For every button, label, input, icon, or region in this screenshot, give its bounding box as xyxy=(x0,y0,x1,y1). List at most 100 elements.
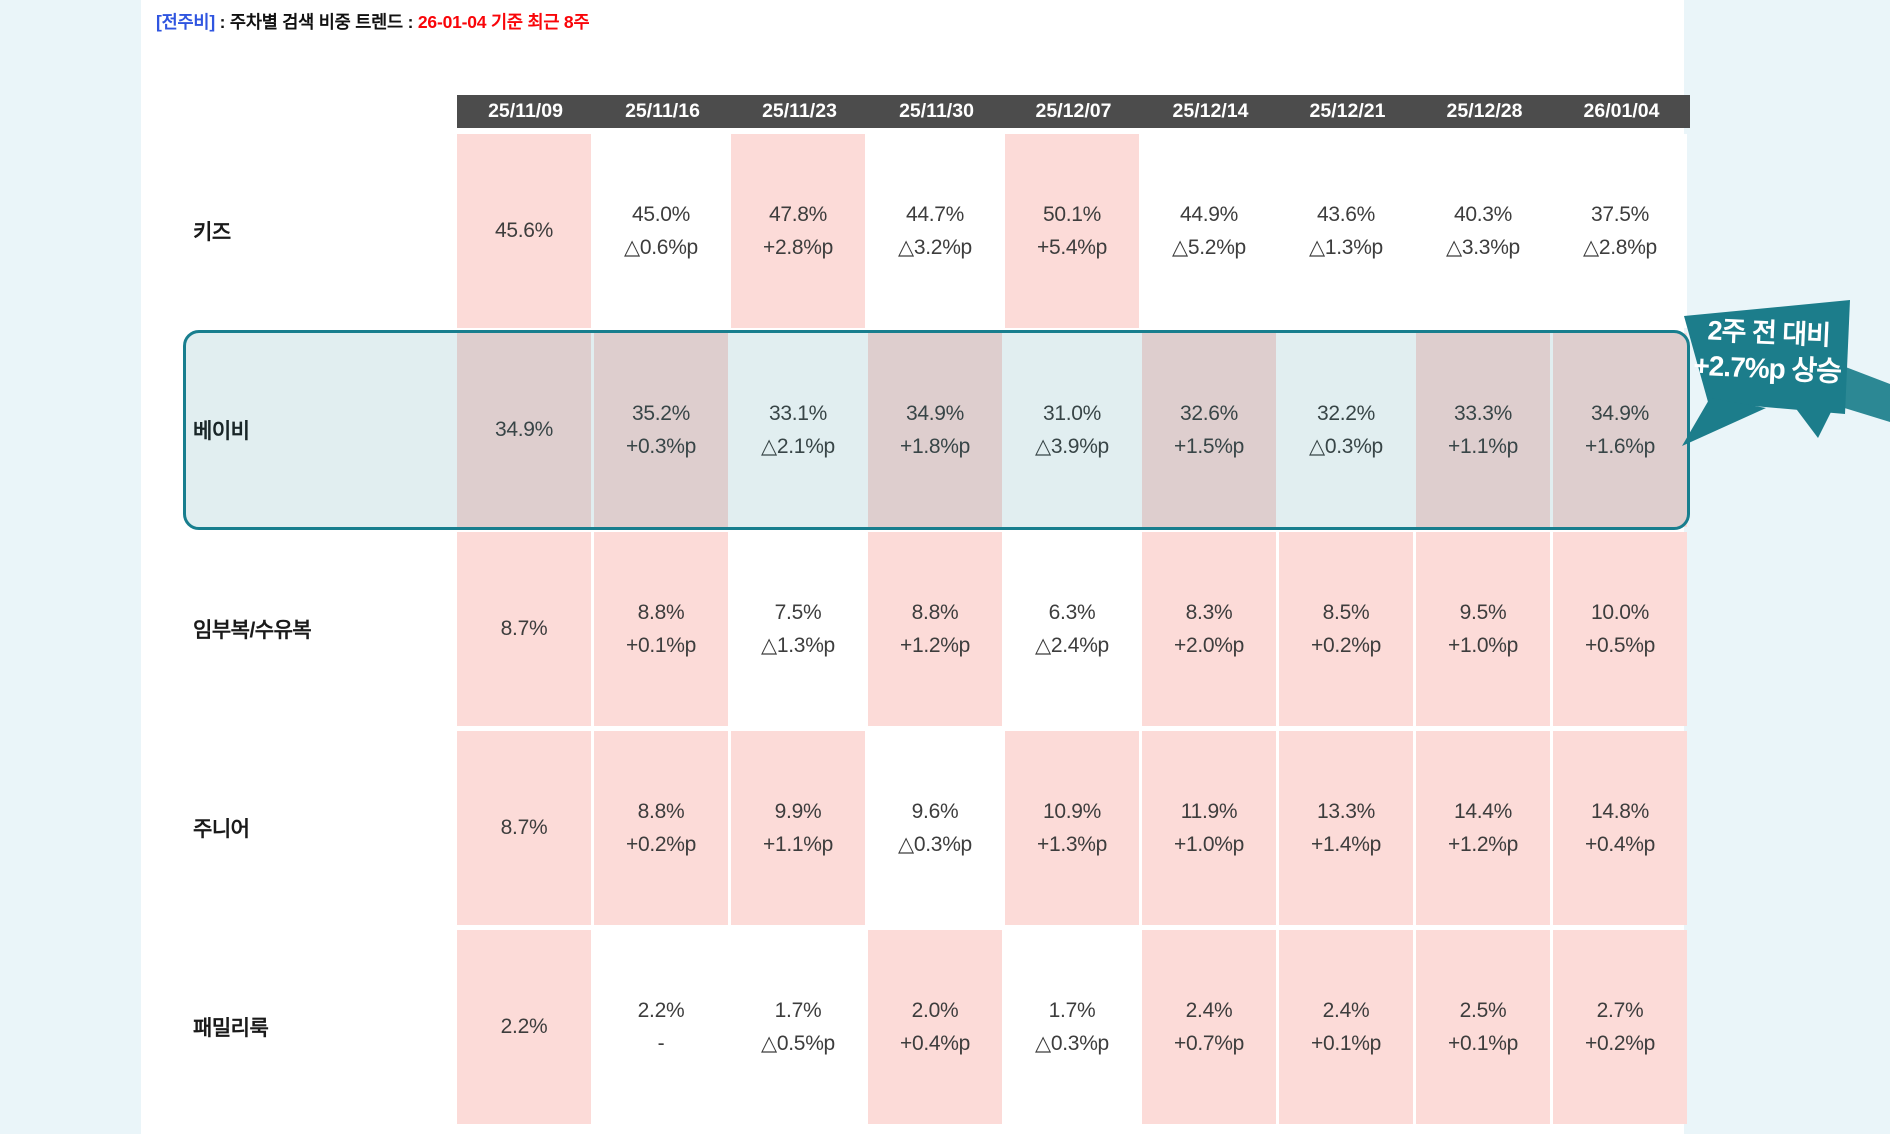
cell-value: 7.5% xyxy=(774,600,822,624)
data-cell: 35.2% +0.3%p xyxy=(594,333,728,527)
cell-value: 34.9% xyxy=(1590,401,1650,425)
data-cell: 47.8% +2.8%p xyxy=(731,134,865,328)
cell-delta: +1.0%p xyxy=(1447,634,1518,657)
cell-delta: △2.4%p xyxy=(1035,634,1109,657)
cell-value: 9.6% xyxy=(911,799,959,823)
row-label: 임부복/수유복 xyxy=(193,619,312,642)
cell-value: 8.7% xyxy=(500,816,548,840)
cell-delta: +0.1%p xyxy=(1310,1032,1381,1055)
callout-line2: +2.7%p 상승 xyxy=(1692,349,1842,388)
cell-value: 31.0% xyxy=(1042,401,1102,425)
data-cell: 45.6% xyxy=(457,134,591,328)
cell-delta: +0.4%p xyxy=(899,1032,970,1055)
cell-value: 6.3% xyxy=(1048,600,1096,624)
column-header: 25/11/23 xyxy=(762,100,837,122)
table-row: 베이비 34.9% 35.2% +0.3%p 33.1% △2.1%p 34.9% +1.8%… xyxy=(141,330,1690,530)
cell-delta: +1.4%p xyxy=(1310,833,1381,856)
cell-value: 2.5% xyxy=(1459,998,1507,1022)
cell-delta: △5.2%p xyxy=(1172,236,1246,259)
column-header: 25/11/30 xyxy=(899,100,974,122)
cell-value: 8.8% xyxy=(637,600,685,624)
cell-delta: △3.2%p xyxy=(898,236,972,259)
cell-delta: +1.6%p xyxy=(1584,435,1655,458)
cell-delta: △1.3%p xyxy=(1309,236,1383,259)
cell-delta: +1.0%p xyxy=(1173,833,1244,856)
data-cell: 8.8% +0.2%p xyxy=(594,731,728,925)
data-cell: 8.5% +0.2%p xyxy=(1279,532,1413,726)
cell-value: 13.3% xyxy=(1316,799,1376,823)
cell-delta: +0.1%p xyxy=(1447,1032,1518,1055)
cell-delta: △0.5%p xyxy=(761,1032,835,1055)
data-cell: 40.3% △3.3%p xyxy=(1416,134,1550,328)
cell-value: 32.6% xyxy=(1179,401,1239,425)
data-cell: 8.7% xyxy=(457,731,591,925)
cell-value: 35.2% xyxy=(631,401,691,425)
cell-value: 1.7% xyxy=(774,998,822,1022)
data-cell: 50.1% +5.4%p xyxy=(1005,134,1139,328)
cell-delta: △2.8%p xyxy=(1583,236,1657,259)
cell-value: 40.3% xyxy=(1453,202,1513,226)
data-cell: 44.9% △5.2%p xyxy=(1142,134,1276,328)
data-cell: 2.2% xyxy=(457,930,591,1124)
row-label: 주니어 xyxy=(193,818,250,841)
table-row: 패밀리룩 2.2% 2.2% - 1.7% △0.5%p 2.0% +0.4%p 1.7% △0.… xyxy=(141,930,1690,1124)
cell-delta: +1.3%p xyxy=(1036,833,1107,856)
row-label: 패밀리룩 xyxy=(193,1017,269,1040)
cell-value: 44.9% xyxy=(1179,202,1239,226)
column-header: 25/11/09 xyxy=(488,100,563,122)
cell-delta: +5.4%p xyxy=(1036,236,1107,259)
title-prefix: [전주비] xyxy=(156,12,215,32)
table-row: 키즈 45.6% 45.0% △0.6%p 47.8% +2.8%p 44.7% △3.2%p… xyxy=(141,134,1690,328)
cell-value: 47.8% xyxy=(768,202,828,226)
data-cell: 34.9% +1.6%p xyxy=(1553,333,1687,527)
data-cell: 43.6% △1.3%p xyxy=(1279,134,1413,328)
table-header-row: 25/11/09 25/11/16 25/11/23 25/11/30 25/12/07… xyxy=(457,95,1690,128)
cell-value: 50.1% xyxy=(1042,202,1102,226)
data-cell: 13.3% +1.4%p xyxy=(1279,731,1413,925)
cell-delta: +0.2%p xyxy=(625,833,696,856)
cell-value: 2.4% xyxy=(1185,998,1233,1022)
cell-delta: +1.2%p xyxy=(1447,833,1518,856)
column-header: 25/12/21 xyxy=(1309,100,1386,122)
cell-delta: - xyxy=(657,1032,665,1055)
cell-value: 1.7% xyxy=(1048,998,1096,1022)
content-panel: [전주비] : 주차별 검색 비중 트렌드 : 26-01-04 기준 최근 8… xyxy=(141,0,1690,1134)
cell-delta: △0.3%p xyxy=(1035,1032,1109,1055)
cell-delta: △3.3%p xyxy=(1446,236,1520,259)
callout-badge: 2주 전 대비 +2.7%p 상승 xyxy=(1678,296,1890,452)
cell-value: 32.2% xyxy=(1316,401,1376,425)
cell-value: 2.7% xyxy=(1596,998,1644,1022)
data-cell: 8.7% xyxy=(457,532,591,726)
data-cell: 2.2% - xyxy=(594,930,728,1124)
cell-delta: +1.1%p xyxy=(1447,435,1518,458)
data-cell: 8.8% +1.2%p xyxy=(868,532,1002,726)
cell-value: 8.8% xyxy=(911,600,959,624)
data-cell: 8.3% +2.0%p xyxy=(1142,532,1276,726)
data-cell: 31.0% △3.9%p xyxy=(1005,333,1139,527)
cell-delta: +1.5%p xyxy=(1173,435,1244,458)
cell-value: 14.4% xyxy=(1453,799,1513,823)
title-separator-2: : xyxy=(402,12,418,32)
cell-delta: +2.0%p xyxy=(1173,634,1244,657)
table-row: 임부복/수유복 8.7% 8.8% +0.1%p 7.5% △1.3%p 8.8% +1.2%… xyxy=(141,532,1690,726)
cell-delta: △0.3%p xyxy=(898,833,972,856)
data-cell: 10.0% +0.5%p xyxy=(1553,532,1687,726)
cell-value: 8.7% xyxy=(500,617,548,641)
cell-value: 43.6% xyxy=(1316,202,1376,226)
data-cell: 14.4% +1.2%p xyxy=(1416,731,1550,925)
cell-delta: +0.7%p xyxy=(1173,1032,1244,1055)
data-cell: 11.9% +1.0%p xyxy=(1142,731,1276,925)
cell-value: 2.2% xyxy=(500,1015,548,1039)
data-cell: 2.7% +0.2%p xyxy=(1553,930,1687,1124)
cell-delta: △3.9%p xyxy=(1035,435,1109,458)
data-cell: 33.1% △2.1%p xyxy=(731,333,865,527)
cell-delta: +1.8%p xyxy=(899,435,970,458)
data-cell: 2.4% +0.7%p xyxy=(1142,930,1276,1124)
title-period: 26-01-04 기준 최근 8주 xyxy=(417,12,590,32)
cell-value: 11.9% xyxy=(1180,799,1238,823)
cell-delta: +0.2%p xyxy=(1310,634,1381,657)
data-cell: 44.7% △3.2%p xyxy=(868,134,1002,328)
data-cell: 10.9% +1.3%p xyxy=(1005,731,1139,925)
cell-value: 2.0% xyxy=(911,998,959,1022)
